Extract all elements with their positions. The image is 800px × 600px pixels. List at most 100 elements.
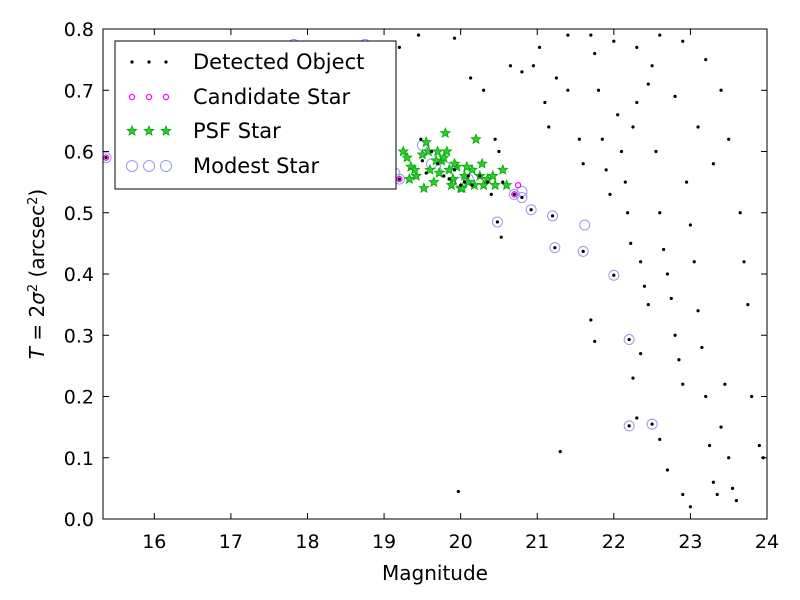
detected-object-point xyxy=(727,456,731,460)
psf-star-point xyxy=(397,145,409,157)
detected-object-point xyxy=(757,443,761,448)
x-tick-label: 23 xyxy=(678,531,702,553)
psf-star-point xyxy=(439,127,452,139)
detected-object-point xyxy=(470,183,474,187)
detected-object-point xyxy=(629,241,633,245)
legend-marker-detected-object xyxy=(147,60,151,64)
legend-marker-psf-star xyxy=(126,124,138,136)
modest-star-point xyxy=(623,334,635,346)
legend: Detected Object Candidate Star PSF Star … xyxy=(114,40,397,190)
y-tick-label: 0.8 xyxy=(64,19,94,41)
detected-object-point xyxy=(493,137,497,141)
detected-object-point xyxy=(442,174,446,178)
detected-object-point xyxy=(612,273,616,277)
x-tick-label: 24 xyxy=(755,531,779,553)
detected-object-point xyxy=(429,149,434,154)
detected-object-point xyxy=(424,171,428,175)
detected-object-point xyxy=(466,174,470,178)
detected-object-point xyxy=(612,39,616,43)
legend-marker-candidate-star xyxy=(162,93,170,101)
x-axis-label: Magnitude xyxy=(382,561,488,585)
psf-star-point xyxy=(424,163,436,175)
candidate-star-point xyxy=(514,181,522,189)
detected-object-point xyxy=(738,211,742,215)
detected-object-point xyxy=(508,64,513,68)
detected-object-point xyxy=(397,45,401,49)
detected-object-point xyxy=(688,505,693,509)
detected-object-point xyxy=(704,58,708,62)
detected-object-point xyxy=(704,394,708,399)
detected-object-point xyxy=(723,382,727,386)
detected-object-point xyxy=(485,180,490,184)
detected-object-point xyxy=(734,499,738,503)
modest-star-point xyxy=(623,420,635,432)
y-tick-label: 0.1 xyxy=(64,448,94,470)
detected-object-point xyxy=(419,137,423,141)
detected-object-point xyxy=(459,183,463,187)
psf-star-point xyxy=(470,133,482,145)
legend-marker-detected-object xyxy=(130,60,134,64)
detected-object-point xyxy=(589,318,593,322)
detected-object-point xyxy=(520,195,524,200)
y-axis-label-sym: σ xyxy=(25,291,49,305)
x-tick-label: 19 xyxy=(372,531,396,553)
y-tick-label: 0.5 xyxy=(64,203,94,225)
detected-object-point xyxy=(104,156,108,160)
detected-object-point xyxy=(593,51,597,56)
detected-object-point xyxy=(727,137,731,141)
detected-object-point xyxy=(512,192,516,196)
psf-star-point xyxy=(433,166,445,178)
detected-object-point xyxy=(623,180,627,184)
detected-object-point xyxy=(543,100,547,105)
psf-star-point xyxy=(476,157,488,169)
detected-object-point xyxy=(635,416,639,420)
psf-star-point xyxy=(462,176,475,188)
legend-entry-detected-object: Detected Object xyxy=(193,50,364,74)
modest-star-point xyxy=(577,245,589,257)
legend-entry-modest-star: Modest Star xyxy=(193,154,319,178)
detected-object-point xyxy=(658,437,662,441)
detected-object-point xyxy=(750,394,754,399)
detected-object-point xyxy=(639,352,643,356)
detected-object-point xyxy=(746,303,750,307)
detected-object-point xyxy=(600,137,604,141)
detected-object-point xyxy=(447,177,451,181)
detected-object-point xyxy=(658,211,662,215)
modest-star-point xyxy=(103,152,112,164)
y-axis-label: T = 2σ2 (arcsec2) xyxy=(25,189,49,359)
detected-object-point xyxy=(416,33,421,37)
detected-object-point xyxy=(662,247,666,252)
candidate-star-point xyxy=(511,191,518,198)
detected-object-point xyxy=(669,296,673,301)
detected-object-point xyxy=(646,82,650,86)
detected-object-point xyxy=(495,220,500,224)
psf-star-point xyxy=(443,163,455,175)
detected-object-point xyxy=(537,45,542,49)
detected-object-point xyxy=(646,303,650,307)
detected-object-point xyxy=(665,468,670,472)
detected-object-point xyxy=(665,272,670,276)
y-axis-label-unit-exp: 2 xyxy=(26,197,41,205)
psf-star-point xyxy=(401,151,413,163)
modest-star-point xyxy=(608,269,620,281)
modest-star-point xyxy=(646,418,658,430)
psf-star-point xyxy=(428,176,440,188)
detected-object-point xyxy=(497,149,501,154)
modest-star-point xyxy=(525,204,537,216)
detected-object-point xyxy=(650,422,654,426)
detected-object-point xyxy=(673,333,677,337)
detected-object-point xyxy=(730,486,735,490)
psf-star-point xyxy=(408,163,421,175)
y-axis-label-unit: (arcsec xyxy=(25,205,49,284)
detected-object-point xyxy=(681,382,685,386)
legend-marker-modest-star xyxy=(126,160,138,172)
psf-star-point xyxy=(420,136,432,148)
detected-object-point xyxy=(627,424,631,428)
detected-object-point xyxy=(469,76,473,80)
detected-object-point xyxy=(577,137,581,141)
detected-object-point xyxy=(650,64,654,68)
detected-object-point xyxy=(547,125,551,129)
detected-object-point xyxy=(581,162,585,166)
psf-star-point xyxy=(458,169,471,181)
psf-star-point xyxy=(461,160,473,172)
